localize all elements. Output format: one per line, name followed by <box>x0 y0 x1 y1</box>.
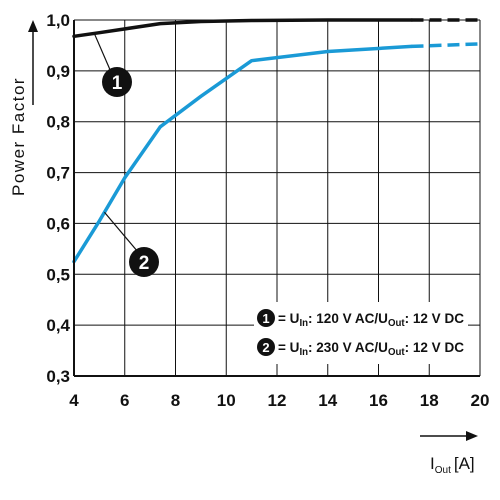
callout-marker-2 <box>129 247 159 277</box>
callout-number-1: 1 <box>112 73 123 94</box>
y-tick-label: 0,9 <box>46 62 70 81</box>
x-tick-label: 10 <box>217 391 236 410</box>
x-tick-label: 20 <box>471 391 490 410</box>
legend-entry-1: = UIn: 120 V AC/UOut: 12 V DC <box>278 310 464 329</box>
x-axis-label: IOut [A] <box>430 454 475 476</box>
y-tick-label: 0,7 <box>46 164 70 183</box>
legend-marker-1 <box>257 309 275 327</box>
x-tick-label: 4 <box>69 391 79 410</box>
legend-entry-2: = UIn: 230 V AC/UOut: 12 V DC <box>278 339 464 358</box>
x-tick-label: 16 <box>369 391 388 410</box>
callout-marker-1 <box>102 67 132 97</box>
series-line-1 <box>72 18 414 39</box>
series-line-2 <box>72 44 414 264</box>
y-axis-arrow-head <box>28 20 38 32</box>
axis-frame <box>73 20 480 377</box>
x-tick-label: 8 <box>171 391 180 410</box>
series-callouts: 12 <box>93 33 159 277</box>
x-tick-label: 6 <box>120 391 129 410</box>
x-tick-label: 18 <box>420 391 439 410</box>
y-axis-label-group: Power Factor <box>9 20 38 196</box>
x-axis-label-group: IOut [A] <box>420 431 478 476</box>
x-tick-labels: 4 6 8 10 12 14 16 18 20 <box>69 391 489 410</box>
y-tick-label: 0,4 <box>46 316 70 335</box>
y-tick-label: 0,3 <box>46 367 70 386</box>
y-tick-label: 0,8 <box>46 113 70 132</box>
y-tick-labels: 0,3 0,4 0,5 0,6 0,7 0,8 0,9 1,0 <box>46 11 70 386</box>
legend: 1 = UIn: 120 V AC/UOut: 12 V DC 2 = UIn: 23… <box>254 302 468 364</box>
legend-marker-2 <box>257 338 275 356</box>
series-layer <box>72 18 481 264</box>
x-tick-label: 12 <box>268 391 287 410</box>
x-axis-label-main: I <box>430 454 435 473</box>
callout-number-2: 2 <box>139 253 150 274</box>
legend-marker-number: 1 <box>262 311 269 326</box>
x-axis-arrow-head <box>466 431 478 441</box>
y-tick-label: 0,6 <box>46 214 70 233</box>
y-tick-label: 1,0 <box>46 11 70 30</box>
y-tick-label: 0,5 <box>46 265 70 284</box>
x-tick-label: 14 <box>318 391 337 410</box>
callout-leader-2 <box>103 211 139 253</box>
y-axis-label: Power Factor <box>9 77 28 196</box>
x-axis-label-sub: Out <box>435 465 451 476</box>
legend-box <box>254 302 468 364</box>
callout-leader-1 <box>93 33 112 73</box>
series-line-2-dashed <box>411 42 481 49</box>
x-axis-label-unit: [A] <box>454 454 475 473</box>
legend-marker-number: 2 <box>262 340 269 355</box>
